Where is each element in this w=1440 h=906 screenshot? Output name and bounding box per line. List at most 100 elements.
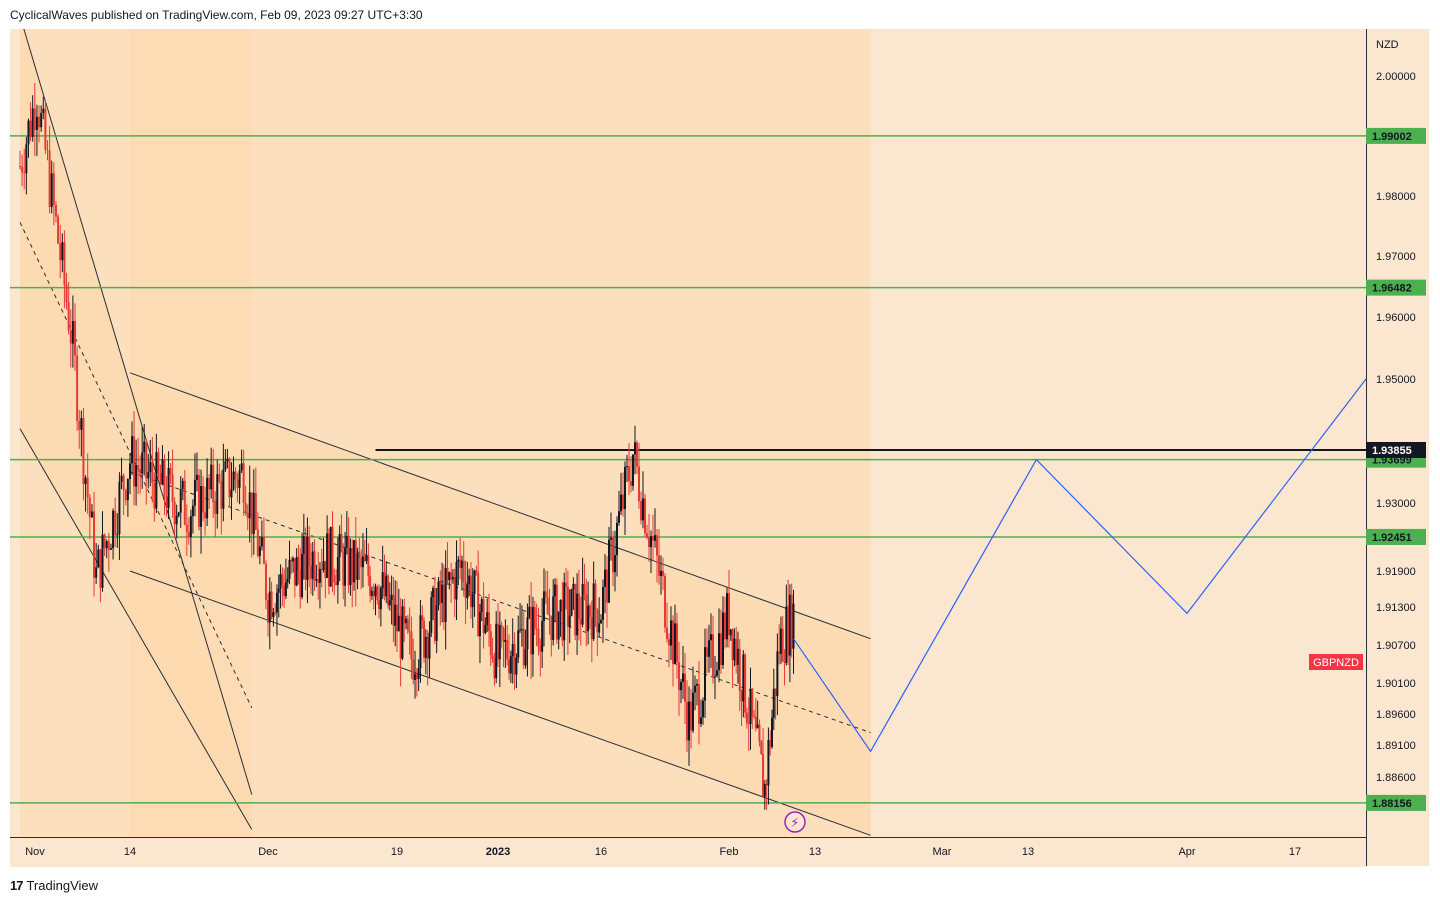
level-label: 1.99002 [1372,131,1412,143]
candle-body [244,502,247,514]
candle-body [232,471,235,490]
tradingview-logo-icon[interactable]: 17 [10,878,24,893]
candle-body [604,569,606,587]
candle-body [310,565,312,579]
candle-body [74,321,76,356]
candle-body [728,593,730,636]
candle-body [735,638,738,665]
candle-body [473,570,476,594]
candle-body [475,570,478,573]
candle-body [587,605,590,632]
currency-label: NZD [1376,39,1399,51]
candle-body [292,558,295,562]
level-label: 1.88156 [1372,798,1412,810]
candle-body [779,628,782,654]
candle-body [769,739,772,747]
candle-body [126,479,129,501]
candle-body [118,481,121,535]
candle-body [756,724,759,729]
candle-body [498,625,501,660]
candle-body [704,647,706,701]
candle-body [788,594,791,656]
candle-body [767,739,770,786]
candle-body [351,548,354,583]
candle-body [340,533,343,553]
footer: 17 TradingView [10,878,98,893]
candle-body [69,330,72,344]
candle-body [349,548,352,586]
candle-body [297,557,300,570]
candle-body [54,204,57,217]
candle-body [466,584,469,599]
candle-body [688,701,690,741]
candle-body [652,536,654,541]
candle-body [78,420,81,430]
candle-body [495,623,498,679]
candle-body [376,586,379,601]
time-axis[interactable] [10,837,1366,867]
candle-body [493,658,496,679]
candle-body [326,533,329,578]
candle-body [740,690,743,702]
candle-body [448,572,451,581]
channel-flat-upper-line [129,372,871,640]
candle-body [23,172,26,174]
candle-body [502,628,505,642]
candle-body [99,549,102,588]
candle-body [181,480,184,489]
candle-body [561,599,564,641]
candle-body [214,502,217,514]
x-tick-label: Feb [720,846,739,858]
candle-body [471,593,474,608]
candle-body [450,572,453,580]
candle-body [622,494,624,510]
candle-body [378,600,381,610]
candle-body [279,574,282,589]
y-tick-label: 1.93000 [1376,498,1416,510]
candle-body [559,599,562,612]
y-tick-label: 1.97000 [1376,251,1416,263]
footer-brand[interactable]: TradingView [26,878,99,893]
candle-body [193,479,196,506]
candle-body [250,492,253,534]
candle-body [177,512,180,516]
candle-body [210,464,213,490]
channel-flat-lower-line [129,570,871,836]
candle-body [646,533,648,538]
candle-body [542,591,545,622]
candle-body [632,454,634,486]
candle-body [620,494,622,512]
candle-body [763,783,766,797]
candle-body [602,586,604,620]
x-tick-label: 17 [1289,846,1301,858]
x-tick-label: 13 [809,846,821,858]
candle-body [299,569,302,597]
candle-body [356,553,359,580]
candle-body [771,717,773,747]
candle-body [406,618,409,631]
resistance-label-bg [1366,441,1426,458]
candle-body [468,575,471,585]
candle-body [236,479,239,488]
candle-body [486,612,489,626]
candle-body [684,673,686,702]
candle-body [658,555,660,576]
x-tick-label: 19 [391,846,403,858]
candle-body [484,625,487,633]
publish-info: CyclicalWaves published on TradingView.c… [10,8,423,22]
candle-body [672,620,674,665]
candle-body [240,463,243,471]
candle-body [238,470,241,488]
candle-body [403,606,406,624]
level-label: 1.96482 [1372,283,1412,295]
candle-body [581,583,584,625]
candle-body [46,149,49,151]
candle-body [230,489,233,498]
candle-body [692,692,694,731]
candle-body [539,645,542,652]
candle-body [696,683,698,686]
candle-body [618,511,620,523]
candle-body [504,639,507,642]
candle-body [566,586,569,627]
candle-body [248,492,251,519]
